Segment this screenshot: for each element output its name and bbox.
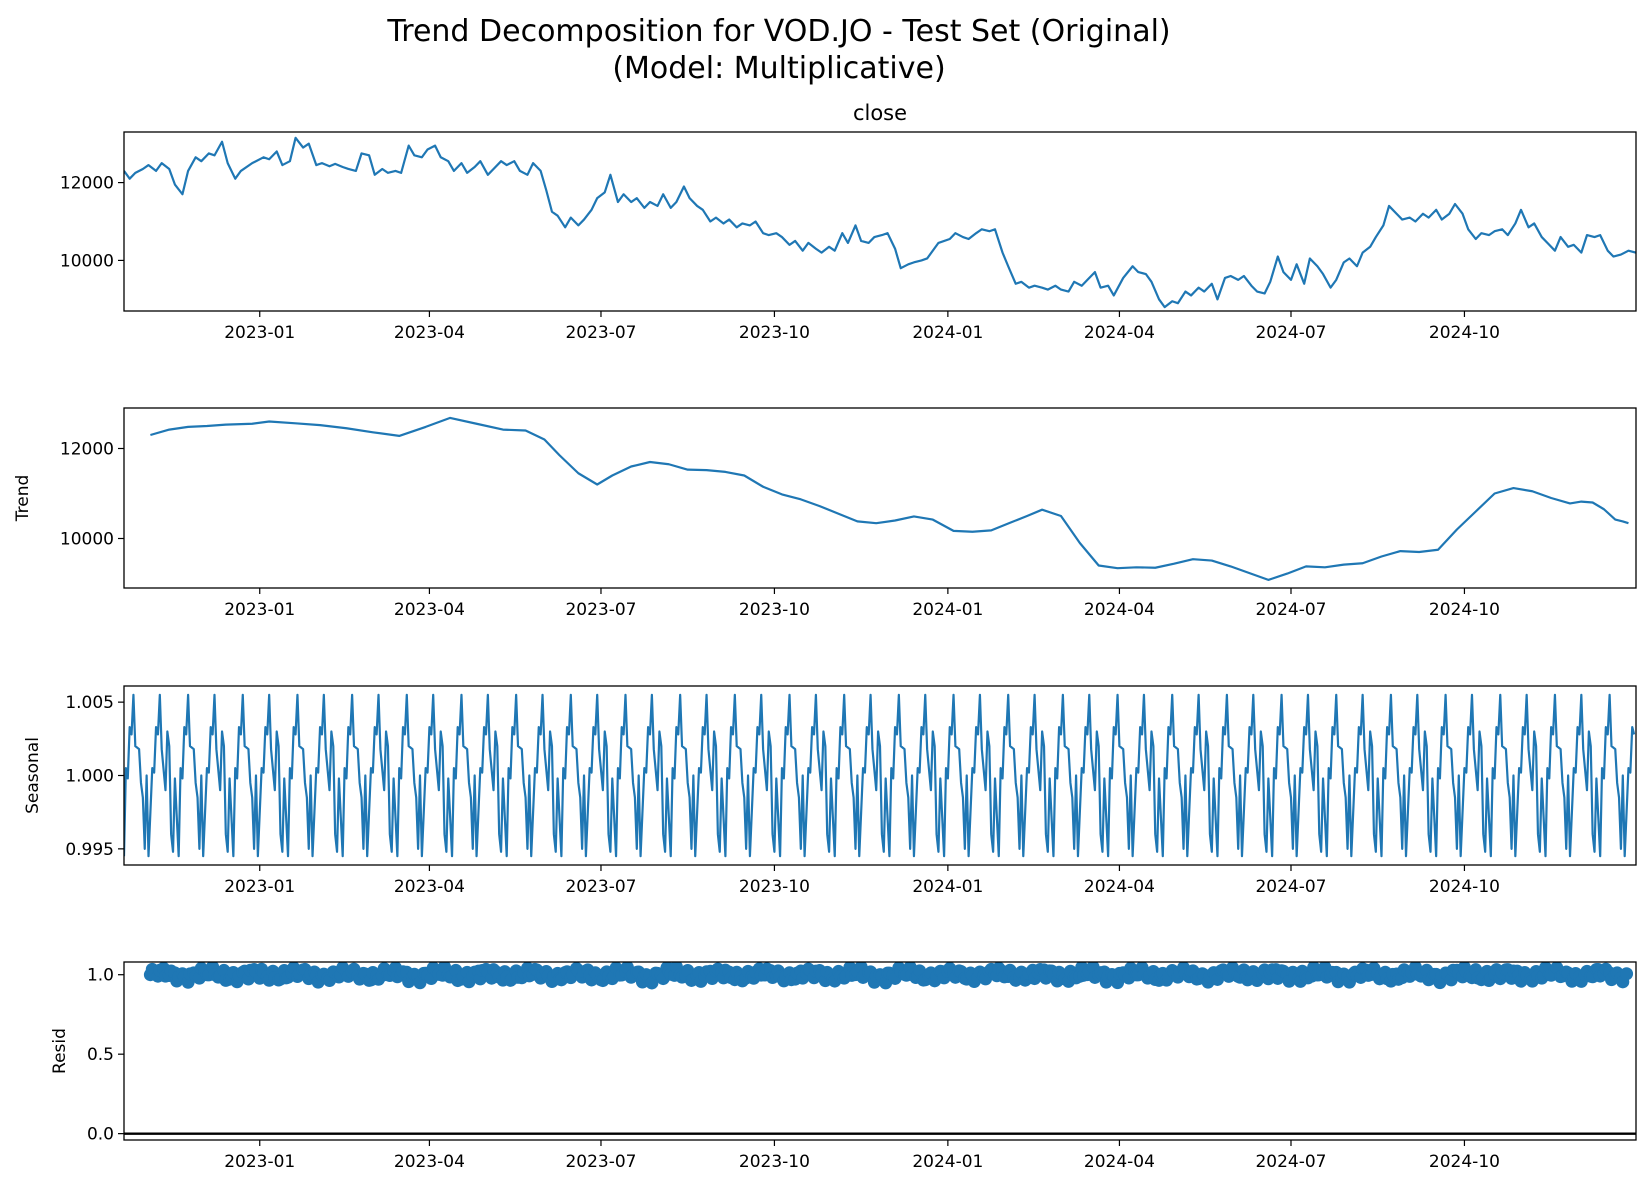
seasonal-plot-area [124,693,1636,858]
y-tick-label: 12000 [60,440,114,460]
resid-panel: 0.0 0.5 1.0 2023-01 2023-04 2023-07 2023-10 202… [50,961,1637,1172]
y-tick-label: 1.000 [65,767,114,787]
trend-panel: 10000 12000 2023-01 2023-04 2023-07 2023-10 20… [13,407,1637,620]
y-tick-label: 10000 [60,251,114,271]
trend-axes-frame [123,407,1637,589]
x-tick-label: 2024-01 [912,877,983,897]
x-tick-label: 2023-01 [224,323,295,343]
resid-point [1620,967,1634,981]
x-tick-label: 2024-10 [1429,1152,1500,1172]
x-tick-label: 2024-10 [1429,600,1500,620]
x-tick-label: 2024-04 [1084,877,1155,897]
trend-y-axis-label: Trend [13,475,33,523]
x-tick-label: 2024-07 [1255,600,1326,620]
x-tick-label: 2024-10 [1429,323,1500,343]
resid-point [645,976,659,990]
x-tick-label: 2024-07 [1255,1152,1326,1172]
x-tick-label: 2024-01 [912,600,983,620]
x-tick-label: 2023-04 [394,1152,465,1172]
resid-y-axis-label: Resid [50,1028,70,1074]
figure-title-line1: Trend Decomposition for VOD.JO - Test Se… [386,14,1170,49]
x-tick-label: 2024-10 [1429,877,1500,897]
y-tick-label: 1.0 [87,966,114,986]
x-tick-label: 2023-10 [739,323,810,343]
x-tick-label: 2024-04 [1084,600,1155,620]
x-tick-label: 2023-01 [224,1152,295,1172]
seasonal-series-line [124,693,1636,858]
close-panel-title: close [853,101,907,125]
x-tick-label: 2023-01 [224,877,295,897]
x-tick-label: 2024-04 [1084,323,1155,343]
x-tick-label: 2024-07 [1255,877,1326,897]
y-tick-label: 10000 [60,530,114,550]
x-tick-label: 2023-04 [394,323,465,343]
seasonal-panel: 0.995 1.000 1.005 2023-01 2023-04 2023-07 2023… [23,685,1637,897]
x-tick-label: 2023-07 [565,323,636,343]
x-tick-label: 2023-07 [565,877,636,897]
figure-title-line2: (Model: Multiplicative) [612,51,945,86]
x-tick-label: 2023-10 [739,877,810,897]
trend-series-line [150,416,1629,581]
close-panel: 10000 12000 2023-01 2023-04 2023-07 2023-10 20… [60,101,1637,343]
y-tick-label: 0.0 [87,1125,114,1145]
x-tick-label: 2023-01 [224,600,295,620]
close-plot-area [124,136,1636,309]
trend-plot-area [150,416,1629,581]
close-series-line [124,136,1636,309]
x-tick-label: 2023-04 [394,877,465,897]
y-tick-label: 1.005 [65,693,114,713]
y-tick-label: 12000 [60,174,114,194]
resid-axes-frame [123,961,1637,1141]
x-tick-label: 2023-07 [565,1152,636,1172]
x-tick-label: 2023-10 [739,600,810,620]
y-tick-label: 0.5 [87,1045,114,1065]
x-tick-label: 2023-07 [565,600,636,620]
x-tick-label: 2023-10 [739,1152,810,1172]
x-tick-label: 2023-04 [394,600,465,620]
seasonal-y-axis-label: Seasonal [23,737,43,814]
resid-plot-area [124,962,1636,1135]
x-tick-label: 2024-01 [912,1152,983,1172]
close-axes-frame [123,131,1637,312]
x-tick-label: 2024-01 [912,323,983,343]
x-tick-label: 2024-07 [1255,323,1326,343]
y-tick-label: 0.995 [65,840,114,860]
x-tick-label: 2024-04 [1084,1152,1155,1172]
